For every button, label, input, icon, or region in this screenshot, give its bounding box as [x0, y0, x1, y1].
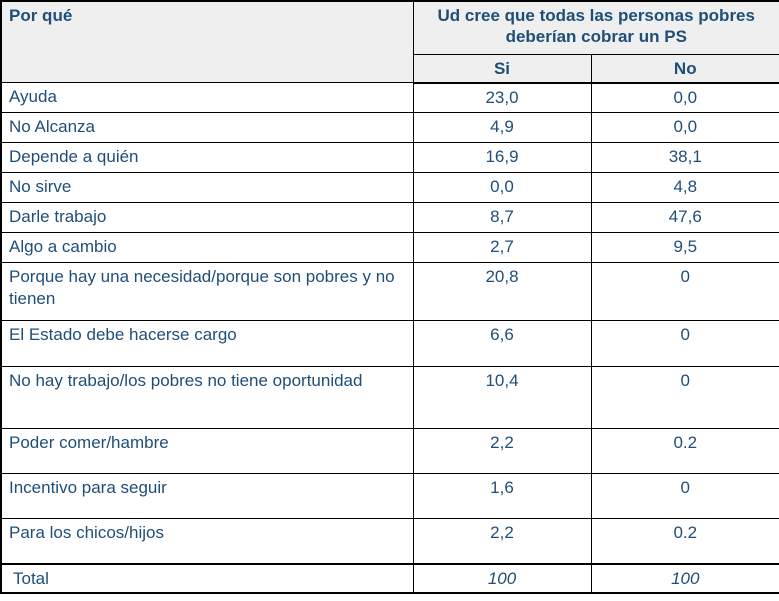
column-header-no: No [590, 53, 779, 84]
row-label: Porque hay una necesidad/porque son pobr… [0, 262, 414, 322]
row-value-no: 0,0 [590, 112, 779, 144]
row-value-no: 9,5 [590, 232, 779, 264]
table-row: Incentivo para seguir 1,6 0 [0, 473, 779, 520]
row-value-no: 0 [590, 262, 779, 322]
table-row: Porque hay una necesidad/porque son pobr… [0, 262, 779, 322]
table-row: Para los chicos/hijos 2,2 0.2 [0, 518, 779, 565]
row-label: Poder comer/hambre [0, 428, 414, 475]
row-label: Incentivo para seguir [0, 473, 414, 520]
column-group-header-question: Ud cree que todas las personas pobres de… [412, 0, 779, 55]
row-label: No Alcanza [0, 112, 414, 144]
row-value-no: 0 [590, 366, 779, 430]
row-value-si: 1,6 [412, 473, 592, 520]
row-value-no: 0.2 [590, 428, 779, 475]
row-value-no: 0.2 [590, 518, 779, 565]
row-value-no: 0 [590, 320, 779, 368]
row-value-si: 2,2 [412, 428, 592, 475]
table-header: Por qué Ud cree que todas las personas p… [0, 0, 779, 84]
row-value-si: 6,6 [412, 320, 592, 368]
row-value-si: 2,2 [412, 518, 592, 565]
header-sub-row: Si No [1, 53, 779, 84]
table-row: No hay trabajo/los pobres no tiene oport… [0, 366, 779, 430]
table-row: Poder comer/hambre 2,2 0.2 [0, 428, 779, 475]
row-value-no: 4,8 [590, 172, 779, 204]
row-value-no: 47,6 [590, 202, 779, 234]
row-value-si: 20,8 [412, 262, 592, 322]
row-label: Ayuda [0, 82, 414, 114]
row-value-si: 8,7 [412, 202, 592, 234]
row-label: No hay trabajo/los pobres no tiene oport… [0, 366, 414, 430]
table-row: No Alcanza 4,9 0,0 [0, 112, 779, 144]
column-header-por-que: Por qué [0, 0, 414, 84]
row-label: Algo a cambio [0, 232, 414, 264]
row-label: No sirve [0, 172, 414, 204]
column-header-si: Si [412, 53, 592, 84]
row-label: Para los chicos/hijos [0, 518, 414, 565]
row-label: Depende a quién [0, 142, 414, 174]
row-value-si: 23,0 [412, 82, 592, 114]
row-value-si: 4,9 [412, 112, 592, 144]
row-value-si: 16,9 [412, 142, 592, 174]
row-label: El Estado debe hacerse cargo [0, 320, 414, 368]
total-row-value-no: 100 [590, 562, 779, 594]
table-row: Depende a quién 16,9 38,1 [0, 142, 779, 174]
row-value-no: 0,0 [590, 82, 779, 114]
row-label: Darle trabajo [0, 202, 414, 234]
table-row: Ayuda 23,0 0,0 [0, 82, 779, 114]
row-value-no: 38,1 [590, 142, 779, 174]
row-value-si: 2,7 [412, 232, 592, 264]
table-row: Darle trabajo 8,7 47,6 [0, 202, 779, 234]
row-value-si: 10,4 [412, 366, 592, 430]
table-body: Ayuda 23,0 0,0 No Alcanza 4,9 0,0 Depend… [0, 82, 779, 594]
total-row-value-si: 100 [412, 562, 592, 594]
total-row: Total 100 100 [0, 562, 779, 594]
table-row: El Estado debe hacerse cargo 6,6 0 [0, 320, 779, 368]
row-value-si: 0,0 [412, 172, 592, 204]
table-row: Algo a cambio 2,7 9,5 [0, 232, 779, 264]
total-row-label: Total [0, 562, 414, 594]
row-value-no: 0 [590, 473, 779, 520]
header-group-row: Por qué Ud cree que todas las personas p… [0, 0, 779, 84]
table-row: No sirve 0,0 4,8 [0, 172, 779, 204]
